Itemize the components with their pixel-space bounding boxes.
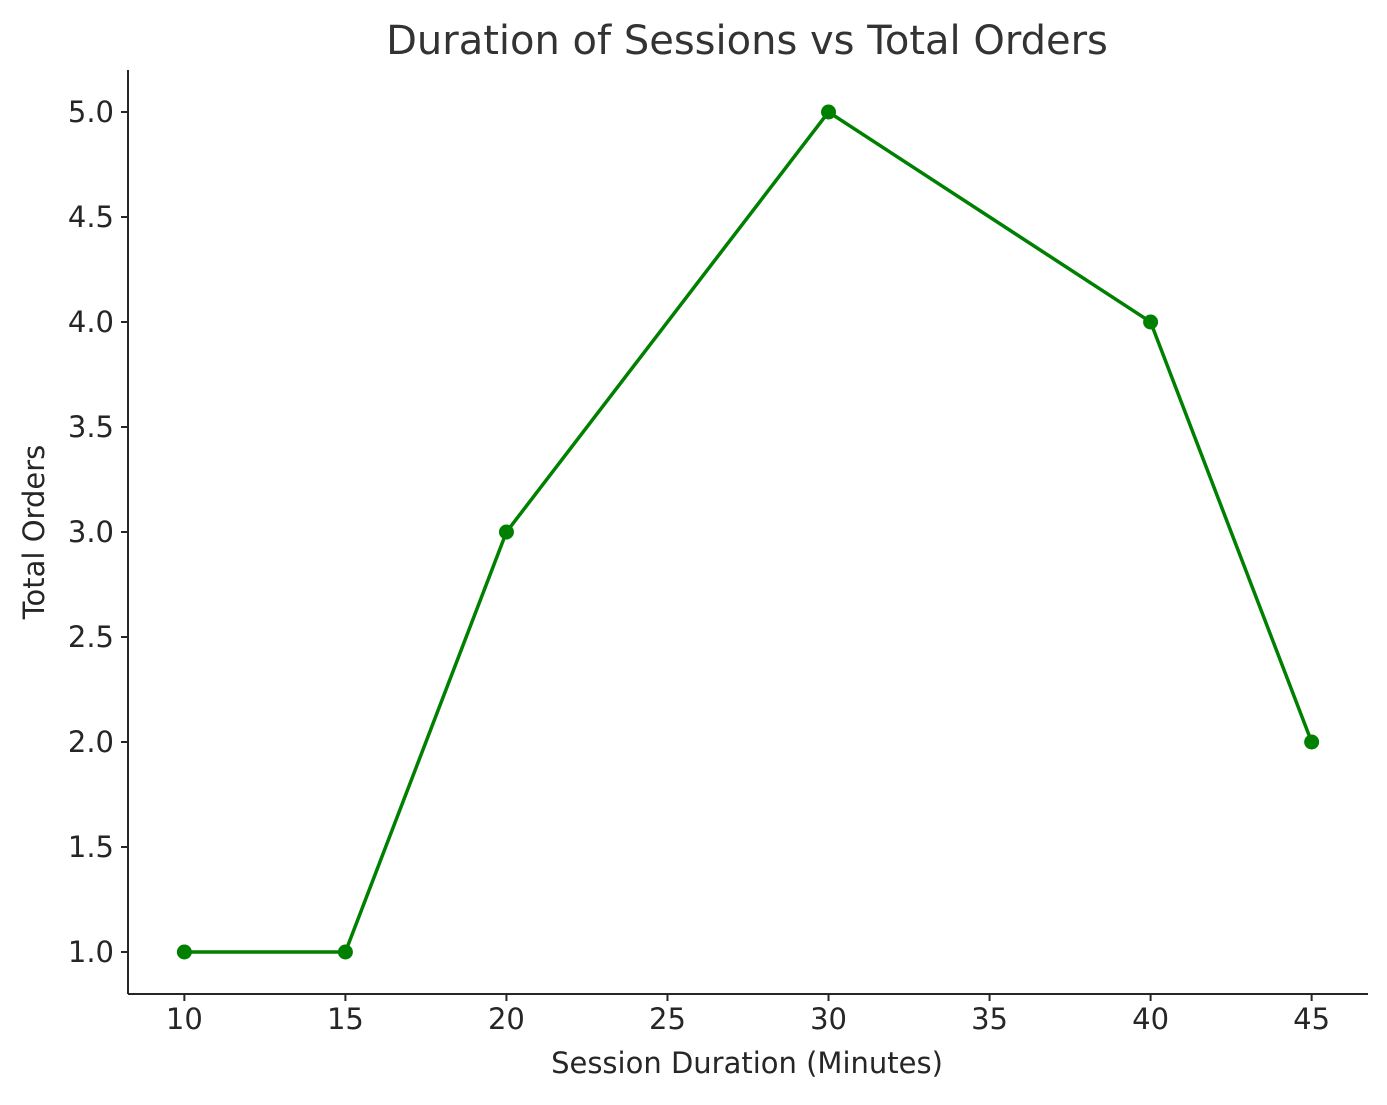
y-axis-label: Total Orders (17, 445, 51, 620)
x-tick-label: 10 (166, 1002, 203, 1036)
series-line (184, 110, 1314, 954)
y-tick-label: 3.0 (68, 515, 114, 549)
y-tick-label: 4.5 (68, 200, 114, 234)
data-point-marker (176, 944, 192, 960)
y-tick-label: 5.0 (68, 95, 114, 129)
y-tick-label: 1.0 (68, 935, 114, 969)
x-tick-label: 20 (488, 1002, 525, 1036)
data-point-marker (821, 104, 837, 120)
chart-title: Duration of Sessions vs Total Orders (386, 18, 1108, 64)
y-tick-label: 4.0 (68, 305, 114, 339)
y-tick-label: 2.0 (68, 725, 114, 759)
data-point-marker (498, 524, 514, 540)
x-tick-label: 15 (327, 1002, 364, 1036)
y-axis-ticks: 1.0 1.5 2.0 2.5 3.0 3.5 4.0 4.5 5.0 (68, 95, 128, 969)
x-axis-ticks: 10 15 20 25 30 35 40 45 (166, 994, 1330, 1036)
x-tick-label: 40 (1132, 1002, 1169, 1036)
data-point-marker (1143, 314, 1159, 330)
y-tick-label: 3.5 (68, 410, 114, 444)
data-point-marker (337, 944, 353, 960)
x-tick-label: 25 (649, 1002, 686, 1036)
x-tick-label: 45 (1293, 1002, 1330, 1036)
y-tick-label: 2.5 (68, 620, 114, 654)
x-tick-label: 30 (810, 1002, 847, 1036)
data-point-marker (1304, 734, 1320, 750)
x-tick-label: 35 (971, 1002, 1008, 1036)
plot-area (176, 104, 1320, 960)
y-tick-label: 1.5 (68, 830, 114, 864)
x-axis-label: Session Duration (Minutes) (551, 1046, 943, 1080)
